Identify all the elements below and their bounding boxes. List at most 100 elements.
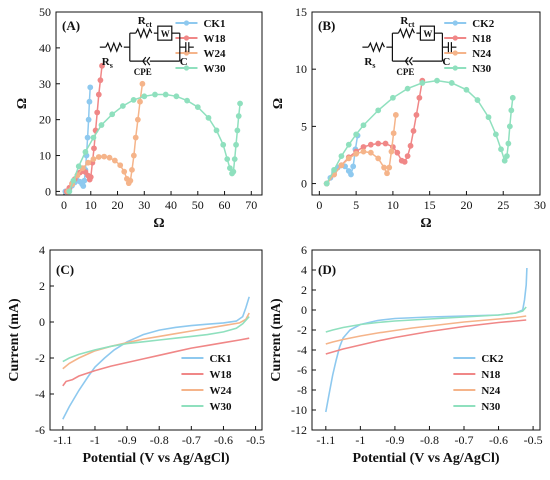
y-tick-label: 4	[39, 243, 45, 257]
data-point	[505, 140, 512, 147]
data-point	[81, 177, 88, 184]
data-point	[109, 111, 116, 118]
data-point	[117, 162, 124, 169]
data-point	[121, 168, 128, 175]
data-point	[184, 97, 190, 104]
data-point	[231, 156, 238, 163]
plot-frame	[311, 11, 541, 196]
legend-label: CK1	[209, 353, 231, 365]
data-point	[404, 153, 411, 160]
y-tick-label: -4	[297, 343, 307, 357]
x-axis-title: Ω	[153, 216, 164, 231]
x-tick-label: 10	[85, 198, 97, 212]
data-point	[66, 188, 73, 195]
panel-label: (C)	[56, 262, 74, 277]
legend-label: N18	[472, 33, 491, 45]
data-point	[101, 153, 108, 160]
data-point	[90, 156, 97, 163]
series-n18	[325, 319, 527, 355]
data-point	[162, 91, 169, 98]
data-point	[111, 157, 118, 164]
x-tick-label: 0	[316, 198, 322, 212]
series-w30	[66, 91, 243, 195]
x-axis-title: Potential (V vs Ag/AgCl)	[352, 451, 499, 466]
y-tick-label: -8	[297, 383, 307, 397]
data-point	[448, 80, 455, 86]
x-tick-label: -0.9	[118, 433, 137, 447]
data-point	[463, 86, 470, 93]
data-point	[509, 94, 516, 101]
x-tick-label: -0.7	[455, 433, 474, 447]
circuit-subscript: s	[110, 61, 113, 70]
legend-marker	[452, 20, 458, 26]
series-line	[325, 267, 528, 413]
circuit-subscript: s	[372, 61, 375, 70]
plot-frame	[49, 249, 263, 431]
legend-label: N30	[481, 401, 500, 413]
data-point	[416, 94, 423, 101]
circuit-subscript: ct	[146, 20, 153, 29]
y-tick-label: 0	[39, 315, 45, 329]
y-tick-label: -2	[35, 351, 45, 365]
data-point	[434, 77, 440, 84]
series-n30	[323, 77, 516, 187]
series-ck2	[325, 267, 528, 413]
series-line	[62, 296, 250, 420]
x-tick-label: -1	[355, 433, 365, 447]
legend-marker	[183, 35, 190, 41]
legend-marker	[183, 20, 190, 26]
y-axis-title: Current (mA)	[269, 298, 284, 382]
legend-label: W30	[209, 401, 232, 413]
data-point	[224, 156, 231, 163]
circuit-label-rs: Rs	[102, 56, 113, 70]
y-tick-label: 30	[39, 77, 51, 91]
circuit-label-rct: Rct	[138, 15, 153, 29]
data-point	[132, 134, 139, 141]
y-tick-label: -4	[35, 387, 45, 401]
y-tick-label: 2	[301, 283, 307, 297]
y-tick-label: -10	[291, 403, 307, 417]
circuit-label-c: C	[180, 56, 188, 68]
resistor-rct	[135, 27, 153, 39]
data-point	[234, 127, 241, 134]
x-tick-label: -1	[90, 433, 100, 447]
circuit-label-c: C	[442, 56, 450, 68]
data-point	[127, 177, 134, 184]
data-point	[413, 112, 420, 118]
data-point	[506, 123, 513, 130]
legend-label: CK2	[481, 353, 504, 365]
x-tick-label: -0.6	[214, 433, 233, 447]
data-point	[345, 141, 352, 148]
data-point	[75, 163, 82, 170]
chart-panel-2: 0 5 10 15 20 25 30 0 5 10 15 Ω Ω (B) CK2 N18 N24 N30 Rct W R…	[271, 5, 546, 231]
data-point	[205, 114, 212, 121]
x-tick-label: 10	[387, 198, 399, 212]
y-axis-title: Ω	[15, 98, 30, 109]
panel-label: (A)	[62, 18, 80, 33]
series-line	[62, 337, 250, 387]
y-tick-label: 5	[301, 119, 307, 133]
y-tick-label: 6	[301, 243, 307, 257]
data-point	[375, 155, 382, 162]
data-point	[220, 141, 227, 148]
x-tick-label: -1.1	[53, 433, 72, 447]
y-tick-label: 15	[295, 5, 307, 19]
x-tick-label: 40	[165, 198, 177, 212]
data-point	[386, 164, 393, 171]
y-axis-title: Current (mA)	[7, 298, 22, 382]
y-tick-label: -6	[35, 423, 45, 437]
data-point	[345, 155, 352, 162]
legend-marker	[452, 50, 458, 56]
plot-frame	[55, 11, 263, 196]
data-point	[394, 149, 401, 156]
legend: CK2 N18 N24 N30	[453, 353, 504, 413]
legend-label: N24	[481, 385, 500, 397]
legend-label: N24	[472, 48, 491, 60]
x-tick-label: 20	[460, 198, 472, 212]
circuit-subscript: ct	[408, 20, 415, 29]
data-point	[508, 107, 515, 114]
data-point	[130, 152, 137, 159]
data-point	[70, 177, 77, 184]
data-point	[85, 159, 92, 166]
x-tick-label: -0.9	[385, 433, 404, 447]
